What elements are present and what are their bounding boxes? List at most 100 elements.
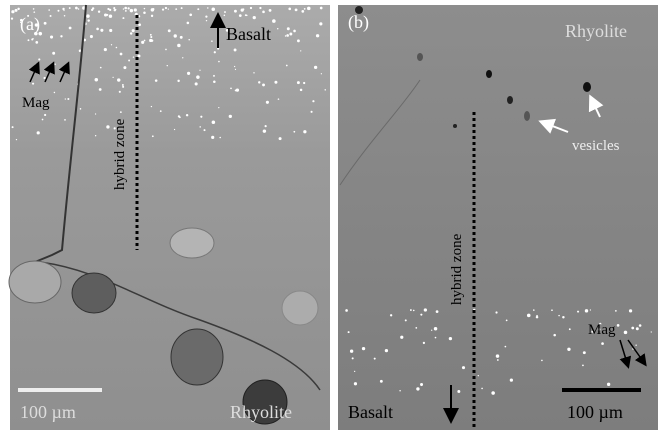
dot [95, 135, 96, 136]
dot [116, 47, 118, 49]
dot [78, 8, 80, 10]
dot [212, 120, 216, 124]
dot [168, 8, 169, 9]
dot [424, 308, 427, 311]
dot [130, 32, 132, 34]
dot [434, 327, 437, 330]
dot [60, 35, 62, 37]
dot [133, 56, 134, 57]
dot [348, 331, 350, 333]
dot [65, 98, 66, 99]
dot [311, 111, 313, 113]
dot [601, 342, 604, 345]
bubble [72, 273, 116, 313]
dot [57, 10, 59, 12]
dot [213, 75, 215, 77]
dot [321, 73, 322, 74]
dot [98, 11, 100, 13]
dot [69, 7, 71, 9]
dot [457, 390, 460, 393]
dot [354, 382, 357, 385]
dot [286, 34, 289, 37]
dot [423, 342, 425, 344]
dot [583, 351, 586, 354]
dot [319, 22, 322, 25]
dot [320, 7, 323, 10]
dot [385, 349, 388, 352]
dot [123, 66, 126, 69]
dot [390, 314, 392, 316]
vesicle [417, 53, 423, 61]
dot [230, 87, 232, 89]
dot [211, 7, 215, 11]
top-label: Rhyolite [565, 21, 627, 41]
dot [86, 14, 89, 17]
bubble [282, 291, 318, 325]
feature-label: vesicles [572, 138, 620, 154]
dot [278, 98, 280, 100]
dot [207, 7, 208, 8]
bubble [9, 261, 61, 303]
dot [28, 39, 30, 41]
dot [350, 350, 353, 353]
dot [32, 38, 33, 39]
dot [106, 125, 109, 128]
dot [187, 22, 190, 25]
dot [590, 309, 591, 310]
dot [62, 8, 64, 10]
dot [122, 84, 124, 86]
dot [100, 29, 103, 32]
dot [234, 10, 237, 13]
dot [96, 28, 99, 31]
dot [75, 7, 78, 10]
dot [182, 57, 183, 58]
dot [288, 8, 291, 11]
dot [188, 39, 189, 40]
dot [229, 115, 232, 118]
scale-label: 100 µm [20, 402, 76, 422]
dot [15, 9, 18, 12]
dot [269, 9, 272, 12]
dot [636, 327, 639, 330]
dot [165, 7, 167, 9]
bubble [170, 228, 214, 258]
dot [354, 371, 355, 372]
dot [582, 364, 584, 366]
dot [497, 359, 499, 361]
dot [12, 126, 14, 128]
vesicle [583, 82, 591, 92]
dot [141, 41, 144, 44]
dot [174, 129, 175, 130]
dot [174, 34, 177, 37]
dot [541, 360, 543, 362]
dot [399, 390, 400, 391]
dot [109, 29, 112, 32]
dot [224, 15, 226, 17]
dot [211, 136, 214, 139]
dot [250, 7, 252, 9]
dot [449, 337, 452, 340]
dot [481, 388, 483, 390]
dot [285, 35, 286, 36]
dot [52, 52, 55, 55]
scale-label: 100 µm [567, 402, 623, 422]
dot [144, 40, 146, 42]
zone-label: hybrid zone [449, 233, 465, 305]
dot [380, 380, 383, 383]
dot [219, 137, 221, 139]
dot [303, 82, 305, 84]
dot [162, 8, 164, 10]
dot [629, 309, 632, 312]
dot [113, 7, 115, 9]
dot [151, 15, 153, 17]
dot [253, 16, 256, 19]
dot [478, 375, 479, 376]
dot [639, 324, 642, 327]
dot [122, 86, 124, 88]
dot [410, 309, 412, 311]
dot [69, 27, 72, 30]
dot [38, 58, 40, 60]
dot [151, 106, 152, 107]
top-label: Basalt [226, 24, 271, 44]
dot [205, 15, 207, 17]
